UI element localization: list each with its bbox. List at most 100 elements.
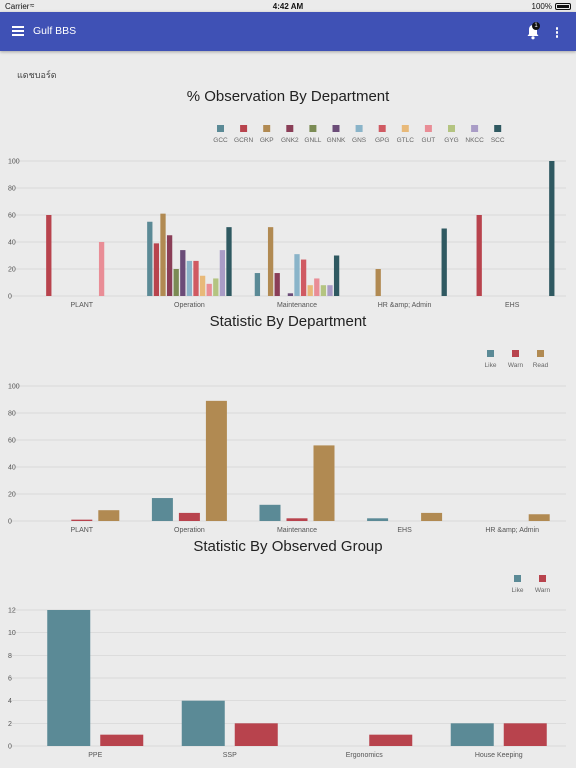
- bar: [320, 285, 327, 296]
- chart-title-observation: % Observation By Department: [186, 88, 390, 105]
- legend-label: Warn: [535, 587, 551, 594]
- legend-swatch: [537, 350, 544, 357]
- status-time: 4:42 AM: [272, 2, 304, 11]
- x-category-label: Maintenance: [277, 302, 317, 309]
- bar: [367, 518, 389, 521]
- y-tick-label: 0: [8, 294, 12, 301]
- bar: [46, 215, 52, 296]
- y-tick-label: 60: [8, 438, 16, 445]
- y-tick-label: 40: [8, 465, 16, 472]
- notification-badge: 1: [532, 22, 540, 30]
- legend-swatch: [309, 125, 317, 132]
- bar: [476, 215, 482, 296]
- y-tick-label: 0: [8, 519, 12, 526]
- y-tick-label: 80: [8, 186, 16, 193]
- bar: [98, 242, 105, 296]
- bar: [287, 293, 294, 296]
- x-category-label: PLANT: [71, 527, 94, 534]
- legend-label: GTLC: [397, 137, 415, 144]
- legend-label: GNLL: [304, 137, 321, 144]
- app-bar: Gulf BBS 1: [0, 12, 576, 51]
- bar: [206, 283, 212, 296]
- legend-label: GCC: [213, 137, 228, 144]
- y-tick-label: 0: [8, 744, 12, 751]
- bar: [441, 228, 447, 296]
- observation-by-department-chart: 0 20 40 60 80 100 GCC GCRN GKP GNK2 GNLL GNNK GNS GPG…: [8, 125, 566, 309]
- bar: [100, 734, 144, 746]
- y-tick-label: 4: [8, 698, 12, 705]
- legend-label: Like: [512, 587, 524, 594]
- legend-label: GYG: [444, 137, 458, 144]
- bar: [98, 510, 120, 521]
- legend-swatch: [512, 350, 519, 357]
- bar: [274, 273, 280, 296]
- y-tick-label: 60: [8, 213, 16, 220]
- y-tick-label: 20: [8, 492, 16, 499]
- legend-swatch: [539, 575, 546, 582]
- bar: [254, 273, 261, 296]
- bar: [166, 235, 173, 296]
- chart-title-department: Statistic By Department: [209, 313, 367, 330]
- bar: [147, 221, 153, 296]
- x-category-label: HR &amp; Admin: [485, 527, 539, 534]
- y-tick-label: 20: [8, 267, 16, 274]
- bar: [205, 400, 227, 521]
- x-category-label: PLANT: [71, 302, 94, 309]
- statistic-by-observed-group-chart: 0 2 4 6 8 10 12 Like Warn PPE SSP Ergonomics House K…: [8, 575, 566, 759]
- menu-icon[interactable]: [12, 26, 24, 36]
- legend-swatch: [378, 125, 386, 132]
- y-tick-label: 100: [8, 384, 20, 391]
- y-tick-label: 8: [8, 653, 12, 660]
- bar: [333, 255, 340, 296]
- y-tick-label: 100: [8, 159, 20, 166]
- status-bar: Carrier ≈ 4:42 AM 100%: [0, 0, 576, 12]
- bar: [173, 269, 179, 296]
- legend-label: GCRN: [234, 137, 253, 144]
- x-category-label: SSP: [223, 752, 237, 759]
- legend-swatch: [263, 125, 271, 132]
- bar: [234, 723, 278, 746]
- bar: [71, 519, 93, 521]
- wifi-icon: ≈: [30, 1, 35, 10]
- bar: [267, 227, 274, 296]
- bar: [327, 285, 333, 296]
- bar: [528, 514, 550, 521]
- bar: [151, 498, 173, 521]
- legend-swatch: [494, 125, 502, 132]
- bar: [181, 700, 225, 746]
- bar: [421, 512, 443, 521]
- bar: [47, 610, 91, 746]
- bar: [186, 260, 193, 296]
- legend-label: GKP: [260, 137, 274, 144]
- legend-swatch: [487, 350, 494, 357]
- statistic-by-department-chart: 0 20 40 60 80 100 Like Warn Read PLANT Operation Ma…: [8, 350, 566, 534]
- more-options-icon[interactable]: [554, 27, 560, 39]
- y-tick-label: 80: [8, 411, 16, 418]
- legend-label: NKCC: [465, 137, 484, 144]
- bar: [180, 250, 186, 296]
- bar: [219, 250, 226, 296]
- x-category-label: House Keeping: [475, 752, 523, 759]
- bar: [294, 254, 300, 296]
- bar: [549, 161, 555, 296]
- bar: [178, 512, 200, 521]
- bar: [213, 278, 219, 296]
- legend-label: GNS: [352, 137, 367, 144]
- legend-label: GNK2: [281, 137, 299, 144]
- y-tick-label: 10: [8, 630, 16, 637]
- dashboard-label: แดชบอร์ด: [17, 70, 57, 80]
- bar: [314, 278, 320, 296]
- x-category-label: Ergonomics: [346, 752, 383, 759]
- bar: [450, 723, 494, 746]
- bar: [313, 445, 335, 521]
- bar: [369, 734, 413, 746]
- chart-title-observed-group: Statistic By Observed Group: [193, 538, 383, 555]
- bar: [286, 518, 308, 521]
- legend-label: Warn: [508, 362, 524, 369]
- legend-label: SCC: [491, 137, 505, 144]
- legend-swatch: [240, 125, 248, 132]
- bar: [153, 243, 160, 296]
- battery-icon: [555, 3, 571, 10]
- bar: [193, 260, 199, 296]
- legend-label: GUT: [422, 137, 436, 144]
